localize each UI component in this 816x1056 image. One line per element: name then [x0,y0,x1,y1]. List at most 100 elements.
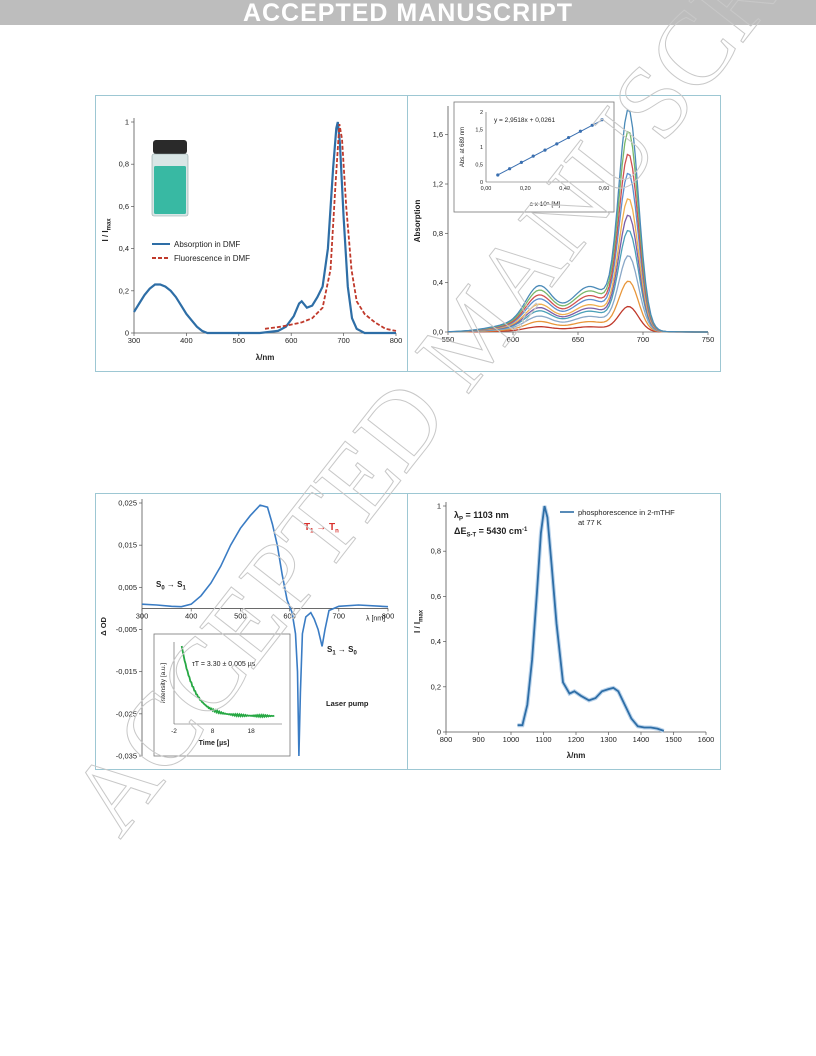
inset-data-point [531,154,535,158]
inset-frame [153,633,291,757]
phosphorescence-chart: 800 900 1000 1100 1200 1300 1400 1500 1600 0 0,2 0,… [413,502,714,761]
legend-label-line-2: at 77 K [578,518,602,527]
phosphorescence-halo [517,505,665,733]
inset-x-tick-label: -2 [171,728,177,735]
annotation-lambda-p: λP = 1103 nm [454,510,509,523]
x-tick-label: 400 [185,611,198,620]
y-tick-label: 0,025 [118,499,137,508]
inset-data-point [543,148,547,152]
inset-lifetime-label: τT = 3.30 ± 0.005 µs [192,661,256,668]
inset-y-label: Abs. at 689 nm [460,127,466,167]
y-axis-label: I / Imax [101,218,113,242]
absorption-series-line [448,255,708,333]
y-tick-label: 1,2 [433,180,443,189]
y-tick-label: 0,8 [433,229,443,238]
y-tick-label: 0,8 [431,547,441,556]
absorption-fluorescence-panel: 300 400 500 600 700 800 0 0,2 0,4 0,6 0,8 1 λ/nm I / … [95,95,408,372]
absorption-series-line [447,109,708,333]
accepted-manuscript-banner: ACCEPTED MANUSCRIPT [0,0,816,27]
annotation-t1-tn: T1 → Tn [304,522,339,535]
x-tick-label: 650 [572,335,585,344]
x-tick-label: 300 [128,336,141,345]
inset-x-tick-label: 0,00 [481,186,492,192]
concentration-absorption-chart: 550 600 650 700 750 0,0 0,4 0,8 1,2 1,6 Absorption… [413,101,715,344]
annotation-laser-pump: Laser pump [326,699,369,708]
y-tick-label: 0,005 [118,583,137,592]
y-tick-label: 0,015 [118,541,137,550]
x-tick-label: 1000 [503,735,520,744]
y-tick-label: 0 [437,728,441,737]
inset-data-point [600,118,604,122]
inset-y-tick-label: 1 [480,145,483,151]
y-tick-label: -0,025 [116,709,137,718]
y-tick-label: 0,6 [431,592,441,601]
absorption-line [133,121,396,335]
x-tick-label: 700 [637,335,650,344]
inset-y-tick-label: 1,5 [475,128,483,134]
x-tick-label: 800 [440,735,453,744]
x-tick-label: 500 [234,611,247,620]
inset-data-point [578,129,582,133]
x-tick-label: 600 [507,335,520,344]
fluorescence-line [264,123,397,332]
inset-x-tick-label: 0,20 [520,186,531,192]
x-tick-label: 500 [233,336,246,345]
y-tick-label: 0,8 [119,160,129,169]
inset-data-point [567,135,571,140]
legend-label: Absorption in DMF [174,240,240,249]
x-tick-label: 600 [283,611,296,620]
y-tick-label: 0,2 [119,286,129,295]
y-tick-label: 0,6 [119,202,129,211]
x-tick-label: 300 [136,611,149,620]
inset-x-label: c x 10⁵ [M] [530,201,561,208]
y-tick-label: 0,4 [431,637,441,646]
legend-label-line-1: phosphorescence in 2-mTHF [578,508,675,517]
y-tick-label: 1,6 [433,130,443,139]
inset-data-point [555,142,559,146]
x-tick-label: 1300 [600,735,617,744]
inset-x-tick-label: 8 [211,728,215,735]
legend-label: Fluorescence in DMF [174,254,250,263]
x-tick-label: 750 [702,335,715,344]
x-tick-label: 600 [285,336,298,345]
inset-decay-line [180,645,275,719]
absorption-fluorescence-chart: 300 400 500 600 700 800 0 0,2 0,4 0,6 0,8 1 λ/nm I / … [101,118,403,363]
inset-y-tick-label: 0 [480,180,483,186]
x-tick-label: 400 [180,336,193,345]
annotation-delta-est: ΔES-T = 5430 cm-1 [454,526,528,539]
y-tick-label: -0,005 [116,625,137,634]
inset-data-point [519,160,523,164]
absorption-series-line [447,229,708,333]
inset-equation: y = 2,9518x + 0,0261 [494,117,555,124]
y-tick-label: 0,4 [119,244,129,253]
concentration-absorption-panel: 550 600 650 700 750 0,0 0,4 0,8 1,2 1,6 Absorption… [407,95,721,372]
x-tick-label: 550 [442,335,455,344]
y-tick-label: -0,015 [116,667,137,676]
x-axis-label: λ/nm [567,751,586,760]
x-tick-label: 700 [337,336,350,345]
inset-data-point [590,123,594,127]
y-tick-label: 1 [125,118,129,127]
inset-data-point [496,173,500,177]
y-axis-label: I / Imax [413,609,425,633]
x-tick-label: 900 [472,735,485,744]
annotation-s0-s1: S0 → S1 [156,580,186,592]
x-axis-label: λ/nm [256,353,275,362]
transient-absorption-panel: 300 400 500 600 700 800 -0,035 -0,025 -0,015 -0,0… [95,493,408,770]
y-tick-label: 0,0 [433,328,443,337]
x-tick-label: 800 [390,336,403,345]
y-tick-label: 0,4 [433,278,443,287]
y-axis-label: Δ OD [99,616,108,635]
inset-fit-line [497,119,603,176]
inset-y-label: Intensity [a.u.] [160,663,167,704]
x-tick-label: 800 [382,611,395,620]
absorption-series-line [448,280,708,333]
x-tick-label: 1200 [568,735,585,744]
vial-liquid-icon [154,166,186,214]
y-axis-label: Absorption [413,200,422,243]
vial-cap-icon [153,140,187,154]
inset-y-tick-label: 0,5 [475,163,483,169]
x-tick-label: 1400 [633,735,650,744]
x-tick-label: 700 [333,611,346,620]
phosphorescence-panel: 800 900 1000 1100 1200 1300 1400 1500 1600 0 0,2 0,… [407,493,721,770]
